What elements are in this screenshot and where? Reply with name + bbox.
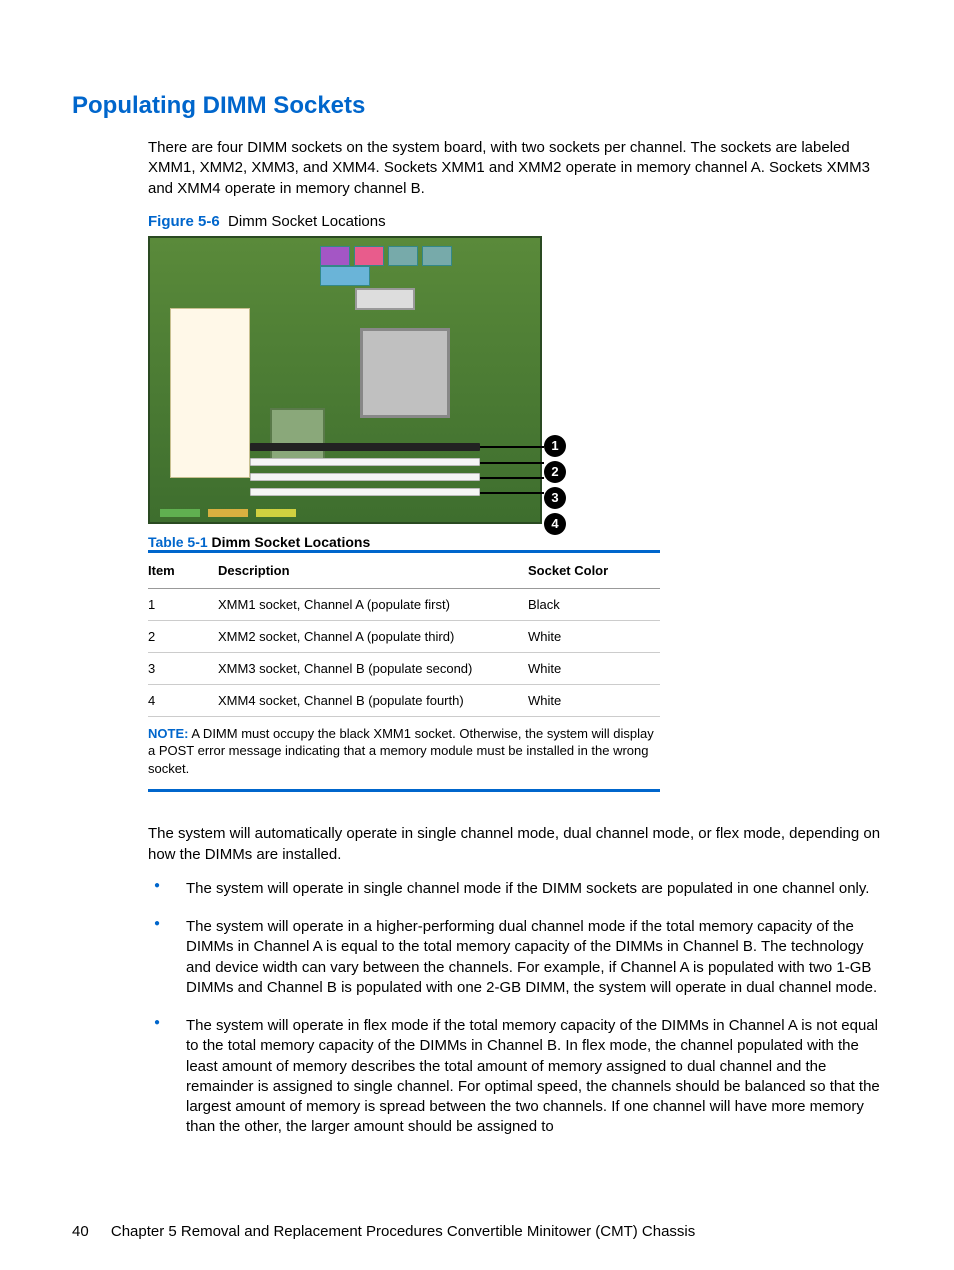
motherboard-diagram: 1 2 3 4 <box>148 236 542 524</box>
col-item: Item <box>148 551 218 588</box>
cell-item: 2 <box>148 620 218 652</box>
callout-line <box>480 477 544 479</box>
col-description: Description <box>218 551 528 588</box>
figure-label: Figure 5-6 <box>148 213 220 230</box>
list-item: The system will operate in flex mode if … <box>148 1016 882 1138</box>
col-socket-color: Socket Color <box>528 551 660 588</box>
cell-item: 3 <box>148 652 218 684</box>
callout-2: 2 <box>544 461 566 483</box>
table-caption: Table 5-1 Dimm Socket Locations <box>148 534 882 550</box>
page-footer: 40 Chapter 5 Removal and Replacement Pro… <box>72 1223 882 1240</box>
callout-line <box>480 462 544 464</box>
mode-bullet-list: The system will operate in single channe… <box>148 879 882 1138</box>
figure-title: Dimm Socket Locations <box>228 213 386 230</box>
dimm-slot-4 <box>250 488 480 496</box>
cell-color: Black <box>528 588 660 620</box>
table-row: 3 XMM3 socket, Channel B (populate secon… <box>148 652 660 684</box>
table-label: Table 5-1 <box>148 534 208 550</box>
callout-3: 3 <box>544 487 566 509</box>
cell-color: White <box>528 620 660 652</box>
front-headers <box>160 504 530 514</box>
page-number: 40 <box>72 1223 89 1240</box>
cell-item: 1 <box>148 588 218 620</box>
cpu-socket <box>360 328 450 418</box>
section-heading: Populating DIMM Sockets <box>72 92 882 120</box>
table-header-row: Item Description Socket Color <box>148 551 660 588</box>
table-note: NOTE: A DIMM must occupy the black XMM1 … <box>148 717 660 793</box>
mode-intro: The system will automatically operate in… <box>148 824 882 865</box>
intro-paragraph: There are four DIMM sockets on the syste… <box>148 138 882 199</box>
figure-caption: Figure 5-6 Dimm Socket Locations <box>148 213 882 230</box>
note-text: A DIMM must occupy the black XMM1 socket… <box>148 726 654 776</box>
list-item: The system will operate in a higher-perf… <box>148 917 882 998</box>
table-row: 1 XMM1 socket, Channel A (populate first… <box>148 588 660 620</box>
cell-desc: XMM4 socket, Channel B (populate fourth) <box>218 684 528 716</box>
cell-desc: XMM1 socket, Channel A (populate first) <box>218 588 528 620</box>
cell-color: White <box>528 684 660 716</box>
callout-4: 4 <box>544 513 566 535</box>
table-row: 4 XMM4 socket, Channel B (populate fourt… <box>148 684 660 716</box>
callout-1: 1 <box>544 435 566 457</box>
rear-io-ports <box>320 246 500 276</box>
dimm-socket-table: Item Description Socket Color 1 XMM1 soc… <box>148 550 660 717</box>
cell-desc: XMM3 socket, Channel B (populate second) <box>218 652 528 684</box>
pci-slots <box>170 308 250 478</box>
callout-line <box>480 446 544 448</box>
cell-color: White <box>528 652 660 684</box>
table-row: 2 XMM2 socket, Channel A (populate third… <box>148 620 660 652</box>
chapter-title: Chapter 5 Removal and Replacement Proced… <box>111 1223 695 1240</box>
dimm-slots <box>250 443 480 503</box>
note-label: NOTE: <box>148 726 188 741</box>
dimm-slot-3 <box>250 473 480 481</box>
dimm-slot-1 <box>250 443 480 451</box>
dimm-slot-2 <box>250 458 480 466</box>
list-item: The system will operate in single channe… <box>148 879 882 899</box>
cell-desc: XMM2 socket, Channel A (populate third) <box>218 620 528 652</box>
table-title: Dimm Socket Locations <box>212 534 371 550</box>
callout-line <box>480 492 544 494</box>
vrm-chip <box>355 288 415 310</box>
cell-item: 4 <box>148 684 218 716</box>
